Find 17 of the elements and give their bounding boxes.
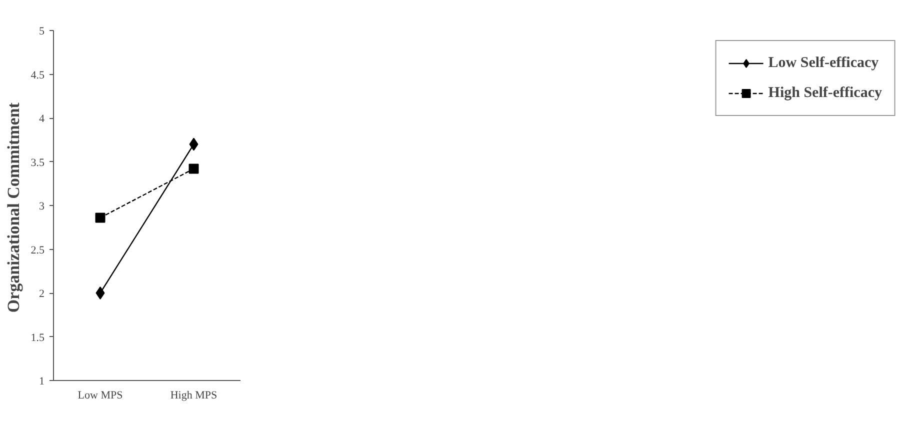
y-tick-label: 1 bbox=[39, 376, 44, 388]
y-axis-title: Organizational Commitment bbox=[4, 102, 23, 313]
y-tick-label: 3 bbox=[39, 200, 45, 212]
y-tick-label: 2 bbox=[39, 288, 44, 300]
legend-label: High Self-efficacy bbox=[768, 84, 882, 102]
point bbox=[96, 286, 105, 300]
x-tick-label: Low MPS bbox=[78, 390, 123, 402]
y-tick-label: 5 bbox=[39, 26, 45, 38]
x-tick-label: High MPS bbox=[170, 390, 218, 402]
legend-label: Low Self-efficacy bbox=[768, 54, 879, 72]
y-tick-label: 2.5 bbox=[30, 244, 45, 256]
y-tick-label: 4 bbox=[39, 113, 45, 125]
point bbox=[95, 212, 106, 223]
y-tick-label: 1.5 bbox=[30, 332, 45, 344]
y-tick-label: 3.5 bbox=[30, 156, 45, 169]
y-tick-label: 4.5 bbox=[30, 69, 45, 82]
point bbox=[188, 164, 199, 174]
